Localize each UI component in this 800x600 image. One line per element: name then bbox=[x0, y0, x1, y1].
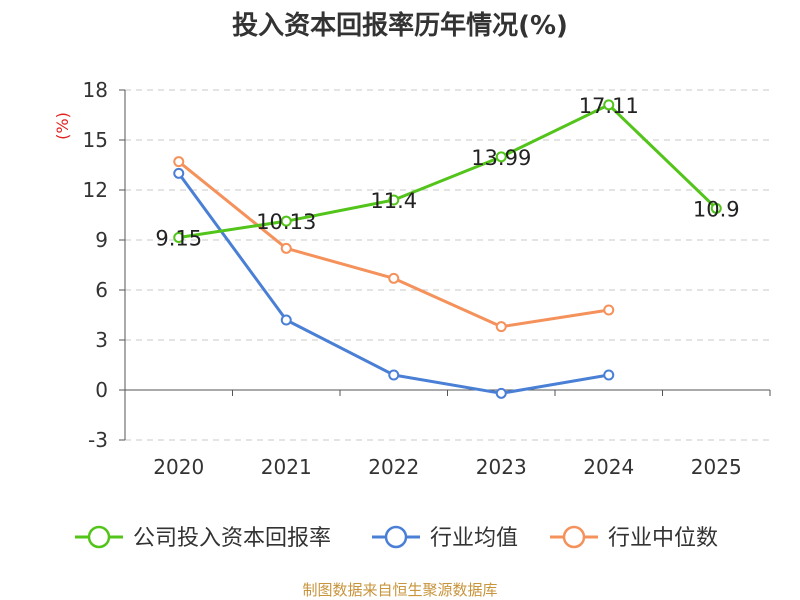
data-point bbox=[280, 314, 292, 326]
x-tick-labels: 2020 2021 2022 2023 2024 2025 bbox=[153, 455, 741, 479]
y-tick-labels: -3 0 3 6 9 12 15 18 bbox=[83, 78, 108, 452]
y-tick-label: -3 bbox=[88, 428, 108, 452]
data-point bbox=[388, 272, 400, 284]
legend-label: 行业中位数 bbox=[608, 526, 718, 551]
data-point bbox=[710, 202, 722, 214]
data-point bbox=[280, 215, 292, 227]
x-tick-label: 2021 bbox=[261, 455, 312, 479]
y-axis-unit: (%) bbox=[53, 112, 72, 140]
y-tick-label: 9 bbox=[95, 228, 108, 252]
series-layer bbox=[173, 99, 722, 399]
data-label: 17.11 bbox=[579, 94, 639, 118]
x-tick-label: 2022 bbox=[368, 455, 419, 479]
data-label: 10.13 bbox=[256, 210, 316, 234]
data-label: 11.4 bbox=[370, 189, 417, 213]
axes bbox=[119, 89, 771, 441]
data-point bbox=[603, 369, 615, 381]
data-label: 9.15 bbox=[155, 227, 202, 251]
series-line-2 bbox=[177, 160, 609, 329]
y-tick-label: 0 bbox=[95, 378, 108, 402]
y-tick-label: 3 bbox=[95, 328, 108, 352]
data-point bbox=[173, 167, 185, 179]
legend-marker-2 bbox=[562, 525, 586, 549]
data-point bbox=[495, 151, 507, 163]
legend-marker-1 bbox=[384, 525, 408, 549]
x-tick-label: 2025 bbox=[691, 455, 742, 479]
chart-title: 投入资本回报率历年情况(%) bbox=[232, 10, 568, 41]
data-point bbox=[173, 232, 185, 243]
data-point bbox=[495, 321, 507, 333]
legend-label: 公司投入资本回报率 bbox=[133, 526, 331, 551]
y-tick-label: 18 bbox=[83, 78, 108, 102]
data-point bbox=[603, 304, 615, 316]
data-point bbox=[388, 369, 400, 381]
legend-marker-0 bbox=[87, 525, 111, 549]
x-tick-label: 2024 bbox=[583, 455, 634, 479]
data-label: 13.99 bbox=[471, 146, 531, 170]
y-tick-label: 15 bbox=[83, 128, 108, 152]
series-line-0 bbox=[178, 103, 718, 239]
x-tick-label: 2020 bbox=[153, 455, 204, 479]
data-point bbox=[173, 156, 185, 168]
legend-label: 行业均值 bbox=[430, 526, 518, 551]
legend: 公司投入资本回报率 行业均值 行业中位数 bbox=[75, 525, 718, 551]
data-label: 10.9 bbox=[693, 197, 740, 221]
source-note: 制图数据来自恒生聚源数据库 bbox=[302, 581, 497, 599]
x-tick-label: 2023 bbox=[476, 455, 527, 479]
data-point bbox=[280, 242, 292, 254]
data-point bbox=[603, 99, 615, 111]
gridlines bbox=[125, 89, 770, 441]
data-point bbox=[495, 387, 507, 399]
data-point bbox=[388, 194, 400, 206]
data-labels: 9.15 10.13 11.4 13.99 17.11 10.9 bbox=[155, 94, 739, 251]
y-tick-label: 6 bbox=[95, 278, 108, 302]
y-tick-label: 12 bbox=[83, 178, 108, 202]
